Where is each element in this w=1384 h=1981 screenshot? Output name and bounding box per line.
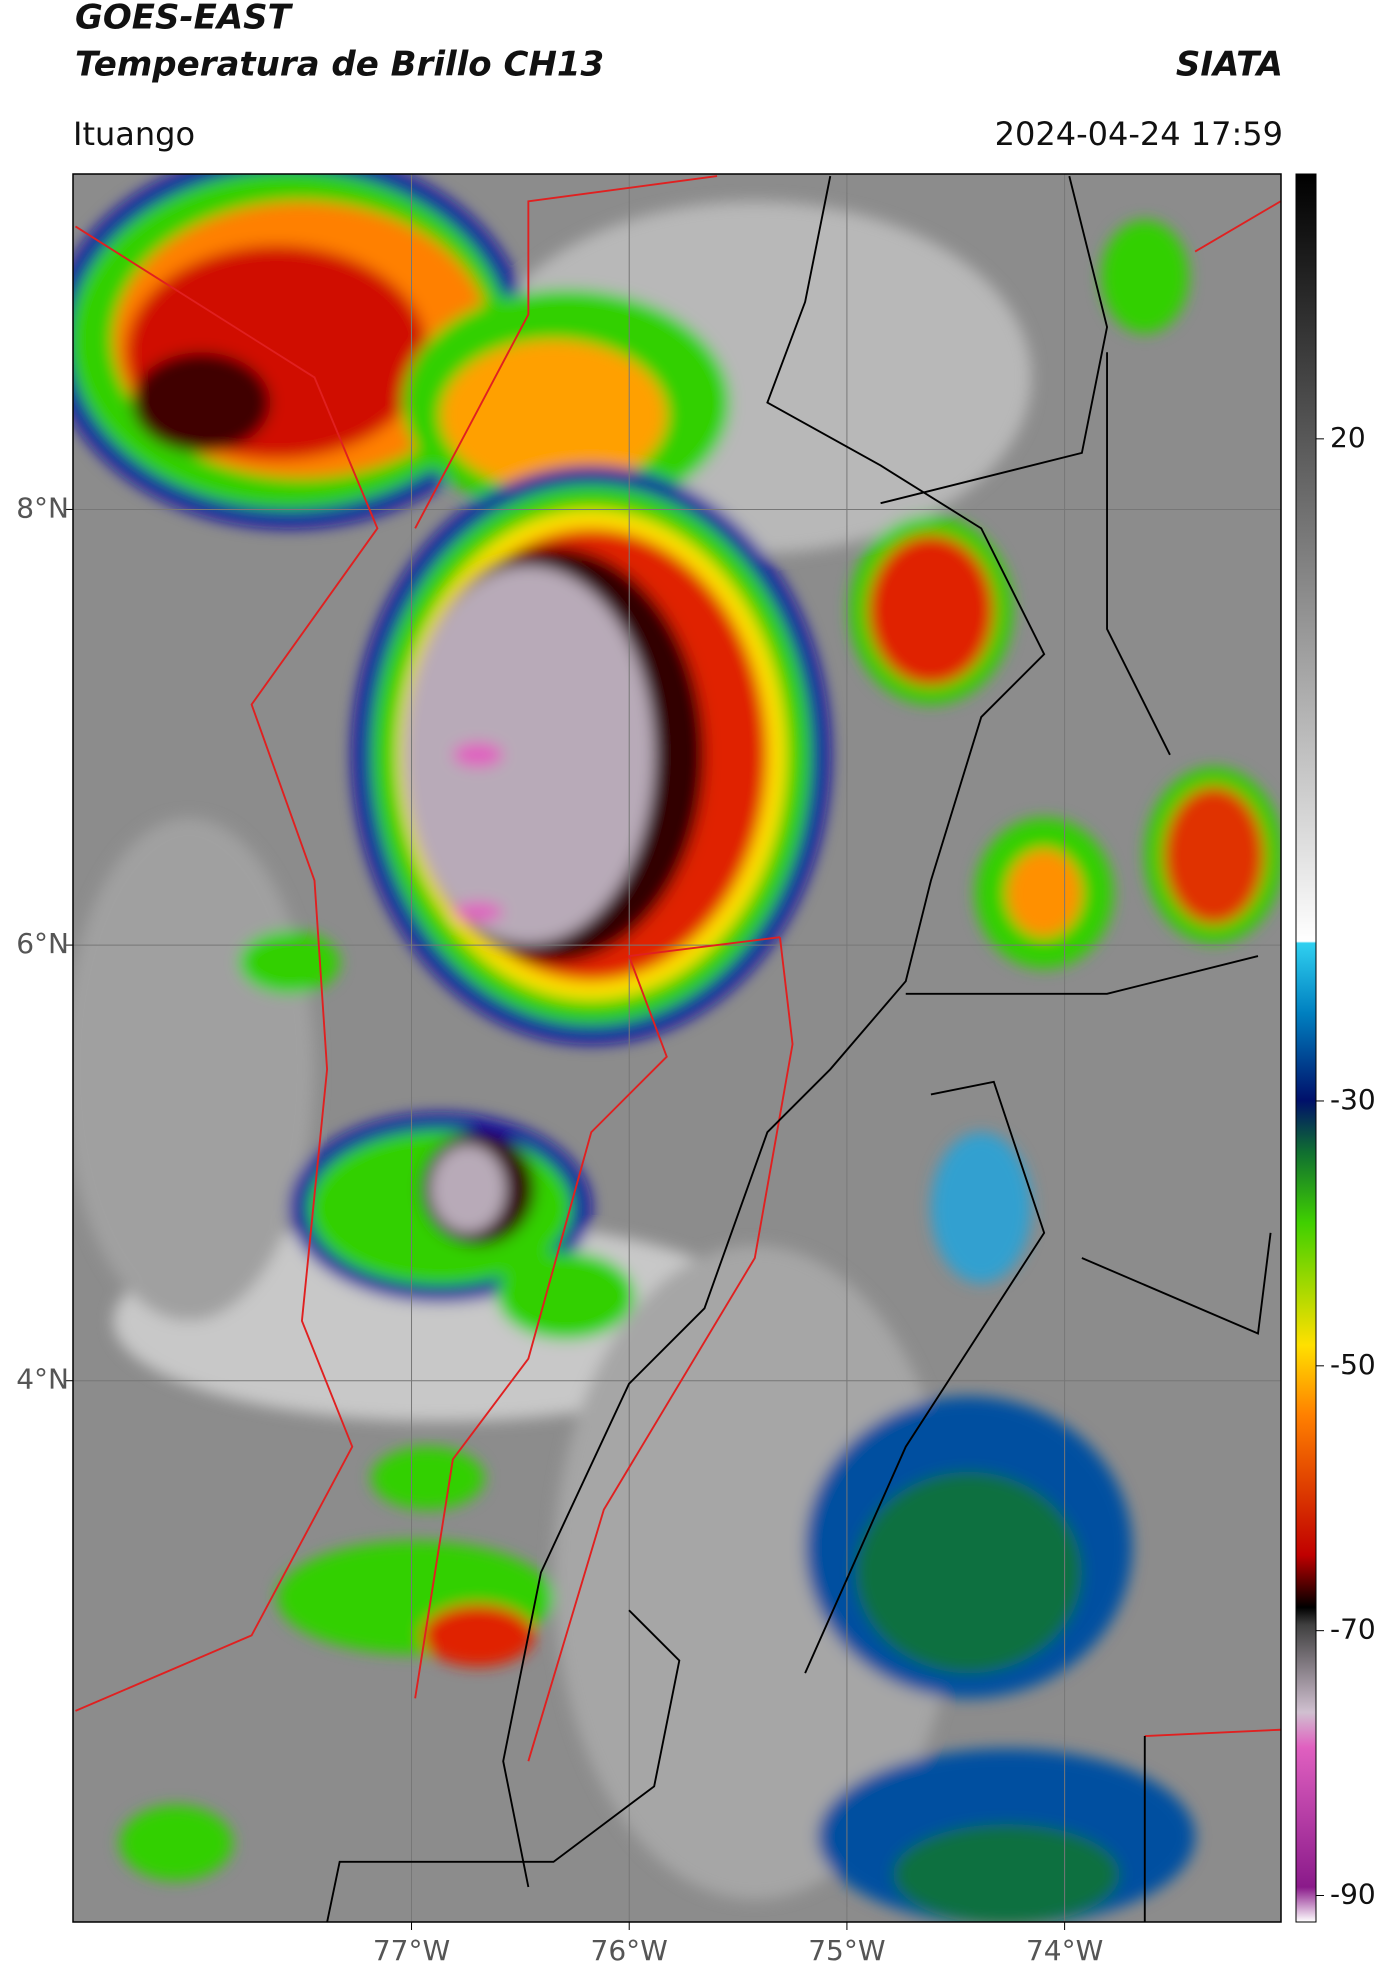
y-tick-label: 4°N [16,1363,69,1396]
datetime: 2024-04-24 17:59 [995,115,1283,153]
graticule [73,174,1281,1922]
x-tick-label: 74°W [1026,1934,1103,1967]
colorbar-tick-label: -30 [1330,1083,1376,1116]
source: SIATA [1176,45,1283,85]
location: Ituango [73,115,195,153]
x-tick-label: 77°W [373,1934,450,1967]
map-frame [72,173,1282,1923]
map-axes: 77°W 76°W 75°W 74°W 8°N 6°N 4°N [16,491,1103,1967]
y-tick-label: 8°N [16,491,69,524]
x-tick-label: 76°W [591,1934,668,1967]
satellite-image [73,174,1281,1922]
subtitle: Temperatura de Brillo CH13 [75,45,604,85]
colorbar-tick-label: -90 [1330,1878,1376,1911]
borders [74,175,1281,1922]
colorbar-ticks: 20 -30 -50 -70 -90 [1316,421,1376,1911]
colorbar [1295,173,1317,1923]
colorbar-tick-label: 20 [1330,421,1366,454]
title: GOES-EAST [75,0,294,38]
y-tick-label: 6°N [16,927,69,960]
colorbar-tick-label: -50 [1330,1348,1376,1381]
x-tick-label: 75°W [808,1934,885,1967]
colorbar-tick-label: -70 [1330,1613,1376,1646]
